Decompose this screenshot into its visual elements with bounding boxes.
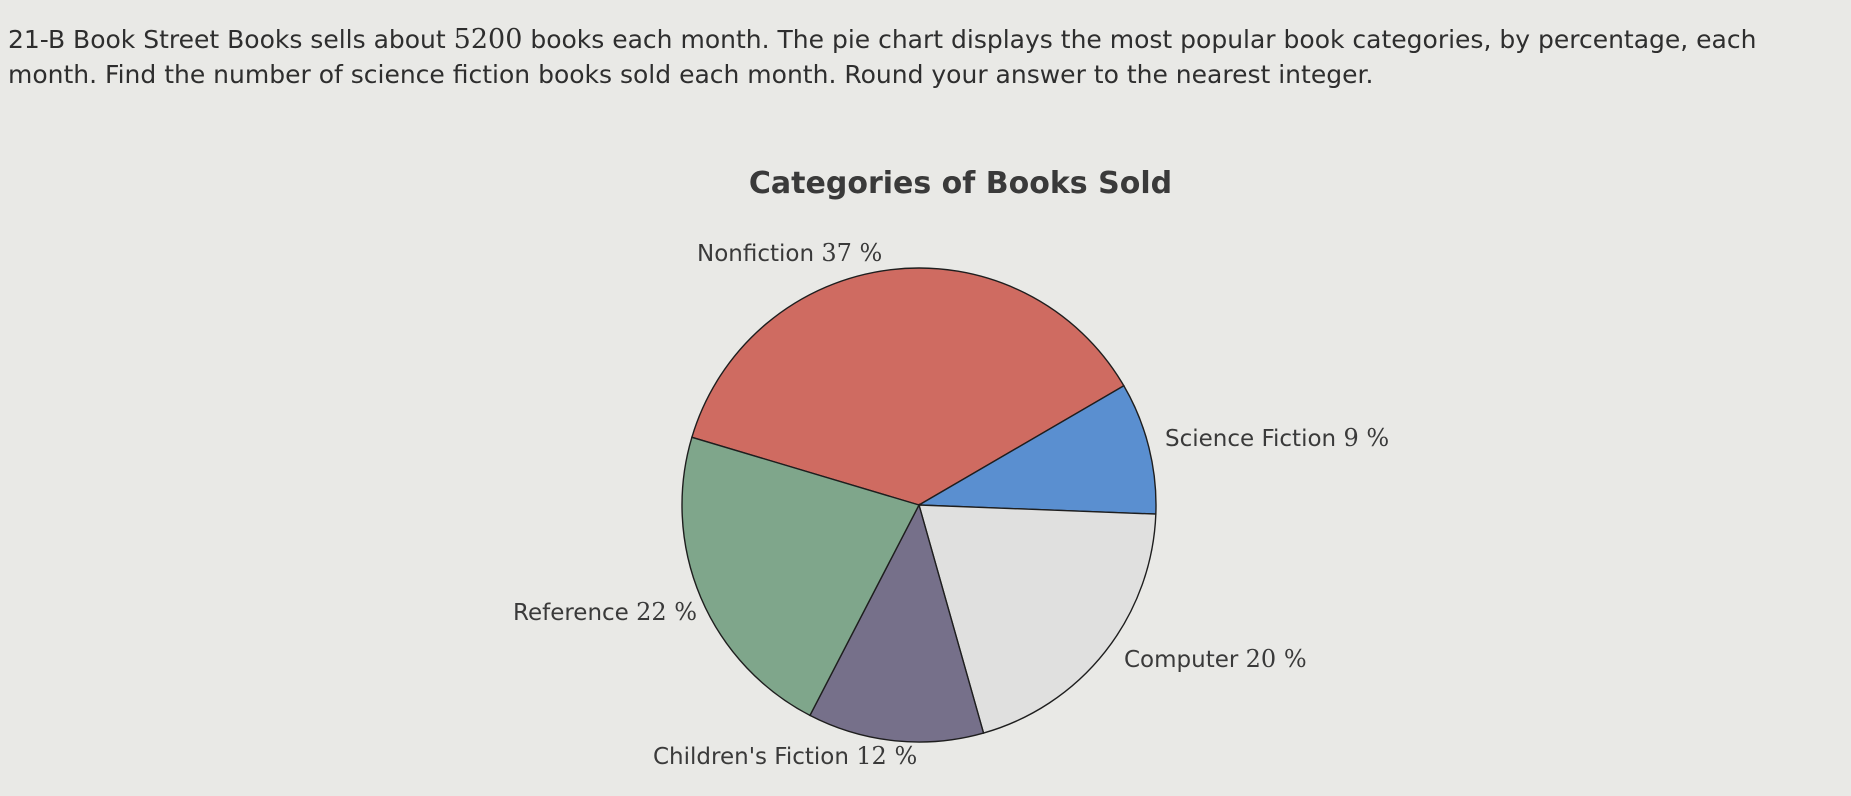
pie-labels: Nonfiction 37 % Science Fiction 9 % Comput… xyxy=(513,239,1389,770)
pie-slice-science-fiction xyxy=(916,384,1157,515)
pie-label-children-s-fiction: Children's Fiction 12 % xyxy=(653,742,917,770)
question-text: 21-B Book Street Books sells about 5200 … xyxy=(8,22,1843,92)
chart-title: Categories of Books Sold xyxy=(748,166,1173,201)
pie-label-nonfiction: Nonfiction 37 % xyxy=(697,239,882,267)
pie-slice-reference xyxy=(681,436,921,717)
pie-slices xyxy=(681,267,1157,743)
pie-label-computer: Computer 20 % xyxy=(1124,645,1307,673)
pie-slice-nonfiction xyxy=(691,267,1125,506)
question-number: 5200 xyxy=(453,24,523,55)
pie-slice-computer xyxy=(918,504,1157,734)
question-suffix: books each month. The pie chart displays… xyxy=(8,25,1757,89)
question-prefix: 21-B Book Street Books sells about xyxy=(8,25,454,54)
pie-label-reference: Reference 22 % xyxy=(513,598,697,626)
pie-slice-children-s-fiction xyxy=(808,503,985,743)
pie-label-science-fiction: Science Fiction 9 % xyxy=(1165,424,1389,452)
